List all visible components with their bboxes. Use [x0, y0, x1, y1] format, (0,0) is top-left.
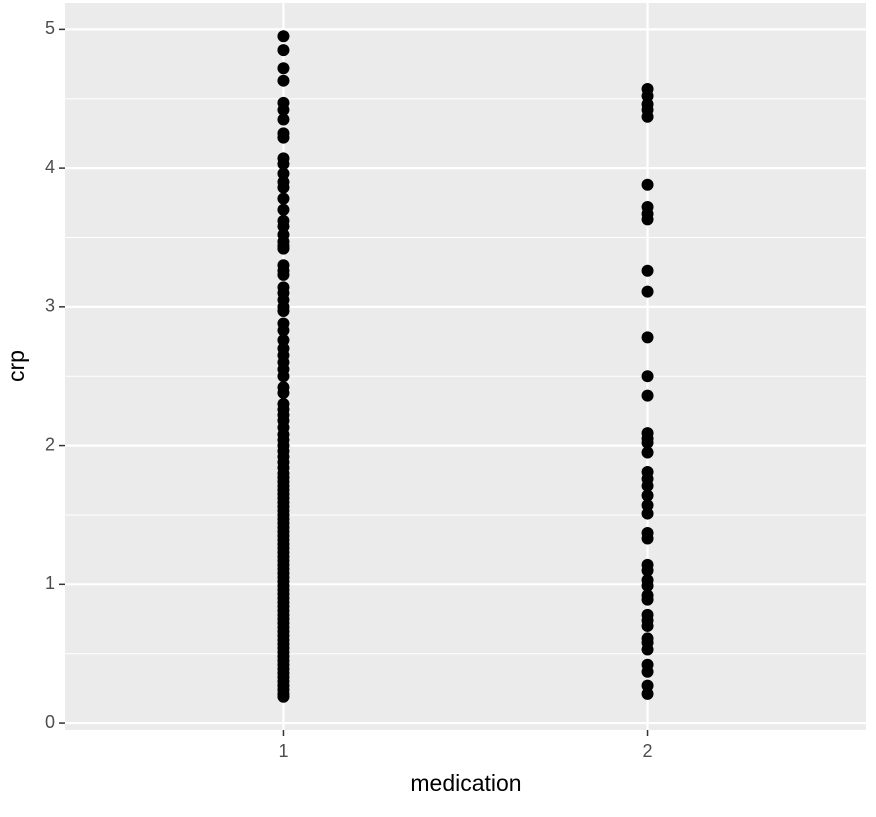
point	[277, 690, 290, 703]
point	[641, 285, 654, 298]
point	[641, 489, 654, 502]
point	[641, 264, 654, 277]
point	[277, 268, 290, 281]
point	[641, 178, 654, 191]
y-axis-title: crp	[3, 350, 29, 382]
point	[277, 113, 290, 126]
point	[641, 579, 654, 592]
y-tick-label: 0	[45, 712, 55, 732]
point	[277, 220, 290, 233]
point	[641, 687, 654, 700]
point	[277, 192, 290, 205]
point	[277, 386, 290, 399]
y-tick-label: 5	[45, 18, 55, 38]
point	[641, 213, 654, 226]
point	[277, 44, 290, 57]
point	[277, 324, 290, 337]
x-axis-title: medication	[410, 770, 521, 796]
point	[641, 564, 654, 577]
point	[641, 110, 654, 123]
y-tick-label: 4	[45, 157, 55, 177]
point	[277, 30, 290, 43]
point	[641, 446, 654, 459]
x-tick-label: 1	[278, 741, 288, 761]
point	[277, 334, 290, 347]
point	[277, 203, 290, 216]
panel	[65, 3, 866, 730]
point	[277, 370, 290, 383]
point	[641, 479, 654, 492]
point	[641, 593, 654, 606]
point	[641, 89, 654, 102]
x-tick-label: 2	[643, 741, 653, 761]
point	[641, 389, 654, 402]
point	[277, 74, 290, 87]
y-tick-label: 1	[45, 573, 55, 593]
point	[641, 499, 654, 512]
point	[641, 665, 654, 678]
point	[641, 619, 654, 632]
point	[641, 532, 654, 545]
point	[277, 62, 290, 75]
point	[641, 679, 654, 692]
point	[277, 157, 290, 170]
point	[277, 305, 290, 318]
point	[277, 131, 290, 144]
point	[641, 331, 654, 344]
point	[641, 436, 654, 449]
point	[641, 507, 654, 520]
point	[641, 643, 654, 656]
point	[641, 370, 654, 383]
point	[277, 242, 290, 255]
point	[277, 181, 290, 194]
y-tick-label: 2	[45, 434, 55, 454]
point	[277, 103, 290, 116]
y-tick-label: 3	[45, 296, 55, 316]
point	[277, 167, 290, 180]
